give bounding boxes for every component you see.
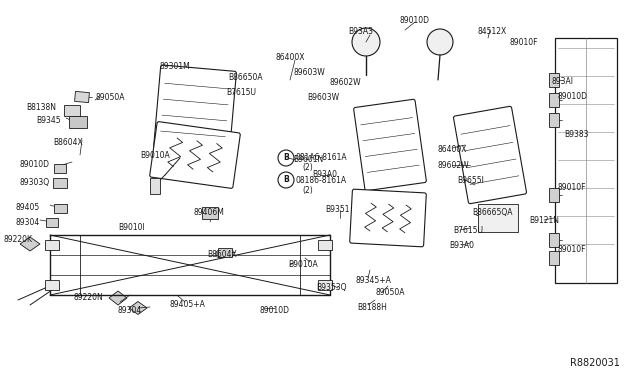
FancyBboxPatch shape bbox=[154, 65, 236, 155]
Text: 89303Q: 89303Q bbox=[20, 178, 50, 187]
Text: 89010D: 89010D bbox=[260, 306, 290, 315]
Text: B9010l: B9010l bbox=[118, 223, 145, 232]
Text: 89220N: 89220N bbox=[73, 293, 103, 302]
Text: B9351: B9351 bbox=[325, 205, 349, 214]
Text: B9601N: B9601N bbox=[293, 155, 323, 164]
Bar bbox=[46, 218, 58, 227]
Text: 89602W: 89602W bbox=[437, 161, 468, 170]
Bar bbox=[53, 178, 67, 188]
FancyBboxPatch shape bbox=[349, 189, 426, 247]
Text: 84512X: 84512X bbox=[477, 27, 506, 36]
Text: 08186-8161A: 08186-8161A bbox=[296, 176, 347, 185]
Text: B: B bbox=[283, 154, 289, 163]
Circle shape bbox=[427, 29, 453, 55]
Polygon shape bbox=[129, 301, 147, 314]
Text: B93A0: B93A0 bbox=[312, 170, 337, 179]
Text: 89405+A: 89405+A bbox=[170, 300, 206, 309]
Text: 893Al: 893Al bbox=[552, 77, 574, 86]
Text: B9010A: B9010A bbox=[140, 151, 170, 160]
Bar bbox=[45, 240, 59, 250]
Text: 89220K: 89220K bbox=[3, 235, 32, 244]
Text: 89010F: 89010F bbox=[558, 183, 586, 192]
Bar bbox=[549, 93, 559, 107]
Text: B93A3: B93A3 bbox=[348, 27, 373, 36]
Text: B9383: B9383 bbox=[564, 130, 589, 139]
Text: B9353Q: B9353Q bbox=[316, 283, 346, 292]
Text: 89304: 89304 bbox=[118, 306, 142, 315]
Bar bbox=[549, 251, 559, 265]
Bar bbox=[218, 247, 232, 257]
Text: B8138N: B8138N bbox=[26, 103, 56, 112]
Bar bbox=[318, 240, 332, 250]
Text: B8604X: B8604X bbox=[53, 138, 83, 147]
Text: B9345: B9345 bbox=[36, 116, 61, 125]
Text: 86400X: 86400X bbox=[437, 145, 467, 154]
Text: B86665QA: B86665QA bbox=[472, 208, 513, 217]
Text: B86650A: B86650A bbox=[228, 73, 262, 82]
Bar bbox=[318, 280, 332, 290]
Text: B7615U: B7615U bbox=[226, 88, 256, 97]
Text: 89405: 89405 bbox=[16, 203, 40, 212]
Circle shape bbox=[216, 250, 224, 258]
Bar bbox=[54, 164, 66, 173]
Bar bbox=[69, 116, 87, 128]
Text: 89010D: 89010D bbox=[400, 16, 430, 25]
Text: 89010D: 89010D bbox=[558, 92, 588, 101]
Text: B9603W: B9603W bbox=[307, 93, 339, 102]
Text: 89406M: 89406M bbox=[193, 208, 224, 217]
Text: (2): (2) bbox=[302, 163, 313, 172]
Bar bbox=[150, 178, 160, 194]
Text: 89603W: 89603W bbox=[293, 68, 324, 77]
Bar bbox=[64, 105, 80, 115]
Text: 081A6-8161A: 081A6-8161A bbox=[296, 153, 348, 162]
Text: 89602W: 89602W bbox=[330, 78, 362, 87]
Bar bbox=[555, 38, 617, 283]
Text: 89050A: 89050A bbox=[95, 93, 125, 102]
Text: B7615U: B7615U bbox=[453, 226, 483, 235]
Bar bbox=[75, 92, 90, 103]
Text: B9655l: B9655l bbox=[457, 176, 484, 185]
Text: B8604X: B8604X bbox=[207, 250, 237, 259]
FancyBboxPatch shape bbox=[354, 99, 426, 191]
Text: 89301M: 89301M bbox=[160, 62, 191, 71]
Circle shape bbox=[278, 172, 294, 188]
Text: 89345+A: 89345+A bbox=[355, 276, 391, 285]
Text: (2): (2) bbox=[302, 186, 313, 195]
Bar bbox=[54, 203, 67, 212]
Circle shape bbox=[278, 150, 294, 166]
Bar bbox=[45, 280, 59, 290]
Bar bbox=[549, 73, 559, 87]
Bar bbox=[549, 188, 559, 202]
Text: B9010A: B9010A bbox=[288, 260, 317, 269]
Text: 86400X: 86400X bbox=[275, 53, 305, 62]
Text: R8820031: R8820031 bbox=[570, 358, 620, 368]
Polygon shape bbox=[20, 237, 40, 251]
FancyBboxPatch shape bbox=[454, 106, 527, 203]
Bar bbox=[202, 207, 218, 219]
Text: B93A0: B93A0 bbox=[449, 241, 474, 250]
Circle shape bbox=[352, 28, 380, 56]
Text: 89050A: 89050A bbox=[375, 288, 404, 297]
Text: B9121N: B9121N bbox=[529, 216, 559, 225]
Text: 89010D: 89010D bbox=[20, 160, 50, 169]
Text: 89010F: 89010F bbox=[558, 245, 586, 254]
Polygon shape bbox=[109, 291, 127, 305]
Bar bbox=[549, 113, 559, 127]
Text: 89304: 89304 bbox=[16, 218, 40, 227]
Bar bbox=[478, 204, 518, 232]
Text: B8188H: B8188H bbox=[357, 303, 387, 312]
Text: B: B bbox=[283, 176, 289, 185]
Text: 89010F: 89010F bbox=[510, 38, 538, 47]
Bar bbox=[549, 233, 559, 247]
FancyBboxPatch shape bbox=[150, 122, 240, 188]
